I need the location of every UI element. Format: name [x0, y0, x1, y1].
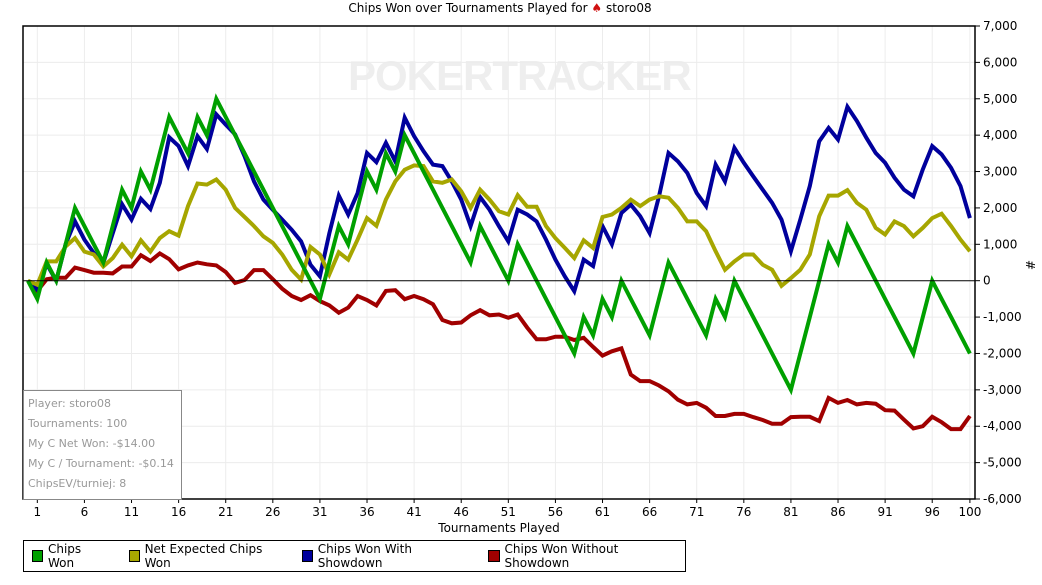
- chart-title: Chips Won over Tournaments Played for ♠ …: [0, 1, 1000, 15]
- legend: Chips Won Net Expected Chips Won Chips W…: [23, 540, 686, 572]
- x-tick-label: 61: [595, 505, 610, 519]
- x-tick-label: 56: [548, 505, 563, 519]
- legend-item-chips-won[interactable]: Chips Won: [32, 542, 105, 570]
- series-lines: [26, 93, 972, 432]
- x-tick-label: 26: [265, 505, 280, 519]
- grid: [23, 25, 975, 500]
- x-tick-label: 11: [124, 505, 139, 519]
- y-tick-label: -3,000: [983, 383, 1022, 397]
- x-tick-label: 46: [454, 505, 469, 519]
- x-tick-label: 6: [81, 505, 89, 519]
- info-chipsev: ChipsEV/turniej: 8: [28, 477, 127, 490]
- x-tick-label: 81: [783, 505, 798, 519]
- x-tick-label: 86: [830, 505, 845, 519]
- legend-label: Chips Won: [47, 542, 82, 570]
- x-axis-label: Tournaments Played: [438, 521, 560, 535]
- x-tick-label: 51: [501, 505, 516, 519]
- y-tick-label: 7,000: [983, 19, 1017, 33]
- x-tick-label: 71: [689, 505, 704, 519]
- x-tick-label: 76: [736, 505, 751, 519]
- info-tournaments: Tournaments: 100: [28, 417, 128, 430]
- x-tick-label: 41: [406, 505, 421, 519]
- x-tick-label: 1: [33, 505, 41, 519]
- pokertracker-watermark: POKERTRACKER: [348, 52, 692, 99]
- x-tick-label: 21: [218, 505, 233, 519]
- info-player: Player: storo08: [28, 397, 112, 410]
- y-tick-label: -5,000: [983, 456, 1022, 470]
- pokerstars-spade-icon: ♠: [591, 1, 603, 15]
- y-tick-label: 3,000: [983, 165, 1017, 179]
- series-chips-won: [26, 93, 972, 396]
- x-tick-label: 16: [171, 505, 186, 519]
- y-tick-label: -1,000: [983, 310, 1022, 324]
- legend-swatch: [488, 550, 500, 562]
- series-net-expected-chips-won: [27, 163, 972, 289]
- info-net-won: My C Net Won: -$14.00: [28, 437, 156, 450]
- y-axis-label: #: [1023, 259, 1038, 271]
- series-chips-won-without-showdown: [26, 250, 972, 432]
- info-per-tournament: My C / Tournament: -$0.14: [28, 457, 174, 470]
- plot-border: [22, 25, 976, 500]
- x-tick-label: 91: [877, 505, 892, 519]
- x-tick-label: 100: [958, 505, 981, 519]
- player-info-box: Player: storo08 Tournaments: 100 My C Ne…: [23, 390, 182, 500]
- x-tick-label: 96: [925, 505, 940, 519]
- legend-label: Net Expected Chips Won: [144, 542, 263, 570]
- legend-item-with-showdown[interactable]: Chips Won With Showdown: [301, 542, 465, 570]
- legend-swatch: [128, 550, 140, 562]
- y-tick-label: 4,000: [983, 128, 1017, 142]
- y-tick-label: -2,000: [983, 346, 1022, 360]
- y-tick-label: 0: [983, 274, 991, 288]
- legend-swatch: [301, 550, 313, 562]
- chart-title-text: Chips Won over Tournaments Played for: [348, 1, 588, 15]
- legend-item-without-showdown[interactable]: Chips Won Without Showdown: [488, 542, 669, 570]
- player-name: storo08: [606, 1, 652, 15]
- legend-item-net-expected[interactable]: Net Expected Chips Won: [128, 542, 278, 570]
- y-tick-label: 6,000: [983, 55, 1017, 69]
- x-tick-label: 31: [312, 505, 327, 519]
- legend-label: Chips Won With Showdown: [317, 542, 412, 570]
- legend-swatch: [32, 550, 43, 562]
- y-tick-label: 2,000: [983, 201, 1017, 215]
- y-tick-label: 1,000: [983, 237, 1017, 251]
- y-tick-label: -6,000: [983, 492, 1022, 506]
- x-tick-label: 36: [359, 505, 374, 519]
- y-tick-label: -4,000: [983, 419, 1022, 433]
- x-tick-label: 66: [642, 505, 657, 519]
- axes: 7,000 6,000 5,000 4,000 3,000 2,000 1,000 0 -1,0…: [22, 19, 1022, 519]
- y-tick-label: 5,000: [983, 92, 1017, 106]
- legend-label: Chips Won Without Showdown: [504, 542, 619, 570]
- series-chips-won-with-showdown: [26, 102, 972, 296]
